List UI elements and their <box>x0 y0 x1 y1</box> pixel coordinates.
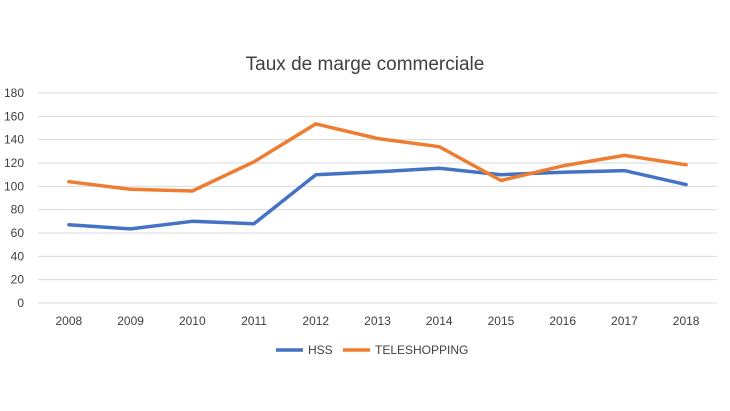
x-tick-label: 2018 <box>673 314 700 328</box>
legend: HSS TELESHOPPING <box>276 343 468 357</box>
x-tick-label: 2010 <box>179 314 206 328</box>
x-tick-label: 2014 <box>426 314 453 328</box>
y-tick-label: 180 <box>4 86 24 100</box>
series-line-hss <box>67 166 688 231</box>
x-tick-label: 2009 <box>117 314 144 328</box>
x-tick-label: 2012 <box>302 314 329 328</box>
gridlines <box>38 92 717 304</box>
y-tick-label: 40 <box>11 249 25 263</box>
y-tick-label: 60 <box>11 226 25 240</box>
chart-title: Taux de marge commerciale <box>246 54 485 75</box>
series-lines <box>67 122 688 231</box>
y-axis-ticks: 0 20 40 60 80 100 120 140 160 180 <box>4 86 24 310</box>
x-tick-label: 2017 <box>611 314 638 328</box>
y-tick-label: 120 <box>4 156 24 170</box>
y-tick-label: 20 <box>11 273 25 287</box>
x-tick-label: 2016 <box>549 314 576 328</box>
y-tick-label: 0 <box>17 296 24 310</box>
x-tick-label: 2008 <box>56 314 83 328</box>
x-tick-label: 2011 <box>241 314 267 328</box>
series-line-teleshopping <box>67 122 688 193</box>
x-axis-ticks: 2008 2009 2010 2011 2012 2013 2014 2015 2016 2017… <box>56 314 700 328</box>
y-tick-label: 160 <box>4 109 24 123</box>
y-tick-label: 140 <box>4 133 24 147</box>
y-tick-label: 100 <box>4 179 24 193</box>
legend-label-teleshopping: TELESHOPPING <box>375 343 468 357</box>
y-tick-label: 80 <box>11 203 25 217</box>
x-tick-label: 2015 <box>488 314 515 328</box>
legend-label-hss: HSS <box>308 343 333 357</box>
x-tick-label: 2013 <box>364 314 391 328</box>
